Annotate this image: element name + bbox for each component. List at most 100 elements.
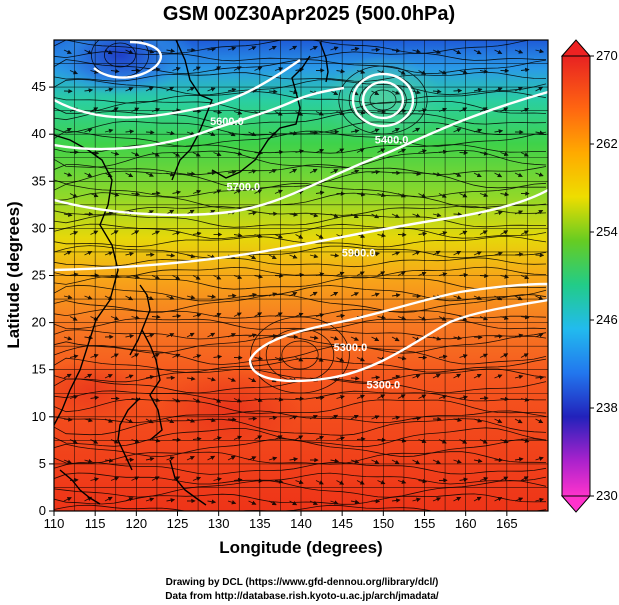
flow-arrow (350, 169, 360, 174)
warm-spot-shading (160, 370, 300, 450)
flow-arrow (268, 456, 278, 461)
flow-arrow (520, 353, 529, 358)
flow-arrow (233, 477, 243, 483)
flow-arrow (110, 192, 120, 197)
flow-arrow (145, 86, 154, 92)
colorbar-tick-label: 238 (596, 400, 618, 415)
flow-arrow (207, 417, 216, 423)
flow-arrow (412, 213, 421, 218)
flow-arrow (207, 294, 217, 299)
flow-arrow (289, 457, 299, 462)
flow-arrow (412, 459, 421, 465)
flow-arrow (350, 292, 359, 297)
flow-arrow (432, 497, 442, 502)
flow-arrow (192, 354, 202, 359)
flow-arrow (166, 456, 175, 461)
flow-arrow (330, 46, 339, 51)
flow-arrow (166, 333, 175, 338)
flow-arrow (166, 253, 176, 258)
flow-arrow (207, 332, 216, 338)
flow-arrow (453, 496, 462, 502)
flow-arrow (227, 87, 237, 93)
flow-arrow (309, 130, 319, 135)
flow-arrow (494, 496, 503, 502)
flow-arrow (356, 110, 366, 115)
flow-arrow (63, 373, 72, 379)
streamline (54, 236, 547, 248)
flow-arrow (110, 353, 119, 358)
flow-arrow (377, 437, 387, 443)
flow-arrow (391, 213, 400, 219)
flow-arrow (453, 295, 462, 300)
flow-arrow (63, 127, 72, 133)
flow-arrow (125, 418, 134, 424)
flow-arrow (309, 335, 319, 340)
flow-arrow (391, 128, 400, 133)
flow-arrow (391, 251, 401, 256)
streamline (54, 335, 547, 354)
flow-arrow (166, 418, 175, 424)
streamline (54, 493, 547, 505)
flow-arrow (453, 373, 462, 379)
flow-arrow (69, 395, 79, 400)
flow-arrow (248, 333, 257, 338)
flow-arrow (63, 417, 73, 422)
flow-arrow (397, 356, 407, 361)
flow-arrow (473, 49, 482, 55)
flow-arrow (213, 189, 222, 194)
flow-arrow (535, 456, 544, 461)
flow-arrow (473, 373, 482, 379)
flow-arrow (213, 354, 223, 360)
flow-arrow (371, 336, 380, 342)
flow-arrow (145, 130, 155, 135)
flow-arrow (432, 336, 442, 341)
streamline (54, 461, 547, 475)
flow-arrow (391, 498, 401, 503)
flow-arrow (268, 334, 278, 339)
y-tick-label: 45 (32, 79, 46, 94)
flow-arrow (371, 459, 380, 464)
flow-arrow (254, 66, 263, 71)
flow-arrow (535, 418, 544, 424)
flow-arrow (69, 70, 78, 75)
flow-arrow (473, 128, 483, 133)
flow-arrow (186, 87, 195, 92)
flow-arrow (330, 90, 339, 96)
flow-arrow (391, 459, 400, 465)
flow-arrow (514, 374, 524, 380)
flow-arrow (494, 251, 503, 256)
streamline (54, 284, 547, 302)
flow-arrow (309, 213, 319, 218)
flow-arrow (494, 210, 503, 216)
flow-arrow (104, 458, 114, 463)
flow-arrow (248, 500, 257, 505)
x-tick-label: 115 (85, 516, 106, 531)
flow-arrow (213, 477, 222, 482)
flow-arrow (172, 353, 181, 358)
flow-arrow (254, 435, 263, 440)
flow-arrow (166, 130, 176, 136)
flow-arrow (166, 86, 175, 92)
flow-arrow (248, 169, 257, 174)
flow-arrow (268, 254, 277, 260)
flow-arrow (110, 316, 120, 321)
flow-arrow (274, 67, 284, 72)
flow-arrow (514, 210, 524, 215)
flow-arrow (213, 398, 222, 403)
flow-arrow (295, 435, 304, 440)
flow-arrow (350, 213, 359, 219)
flow-arrow (315, 395, 325, 401)
streamline (54, 214, 547, 228)
flow-arrow (473, 87, 483, 93)
flow-arrow (453, 459, 462, 464)
flow-arrow (145, 456, 155, 462)
flow-arrow (514, 418, 523, 424)
flow-arrow (63, 294, 73, 300)
flow-arrow (500, 353, 509, 358)
flow-arrow (479, 230, 488, 235)
flow-arrow (432, 373, 441, 379)
flow-arrow (125, 251, 135, 257)
y-tick-label: 5 (39, 456, 46, 471)
x-tick-label: 125 (167, 516, 189, 531)
flow-arrow (90, 353, 99, 359)
